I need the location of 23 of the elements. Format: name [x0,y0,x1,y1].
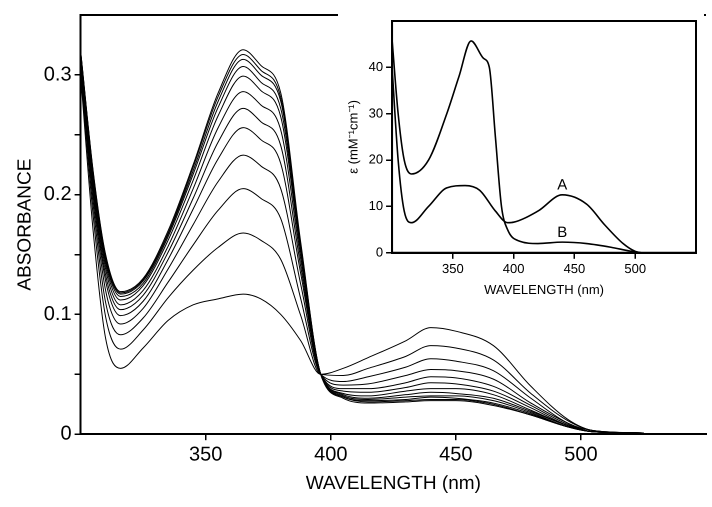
x-tick-label: 350 [188,444,222,466]
y-tick-label: 0 [60,422,72,445]
x-tick-label: 350 [442,261,464,276]
series-label: B [557,224,568,241]
y-axis-title: ε (mM⁻¹cm⁻¹) [345,100,360,174]
y-tick-label: 30 [368,105,384,120]
y-tick-label: 10 [368,198,384,214]
y-tick-label: 40 [368,58,384,74]
x-tick-label: 500 [624,261,646,276]
series-label: A [557,176,568,194]
x-tick-label: 400 [314,444,348,466]
y-tick-label: 20 [368,152,384,167]
y-tick-label: 0.3 [44,63,72,86]
x-tick-label: 450 [564,261,586,276]
x-tick-label: 450 [439,444,473,466]
x-tick-label: 400 [502,261,524,276]
x-tick-label: 500 [564,444,598,466]
x-axis-title: WAVELENGTH (nm) [484,282,604,297]
x-axis-title: WAVELENGTH (nm) [306,472,481,494]
y-tick-label: 0 [376,244,384,260]
y-tick-label: 0.2 [44,183,72,206]
y-axis-title: ABSORBANCE [14,158,36,291]
y-tick-label: 0.1 [44,302,72,325]
